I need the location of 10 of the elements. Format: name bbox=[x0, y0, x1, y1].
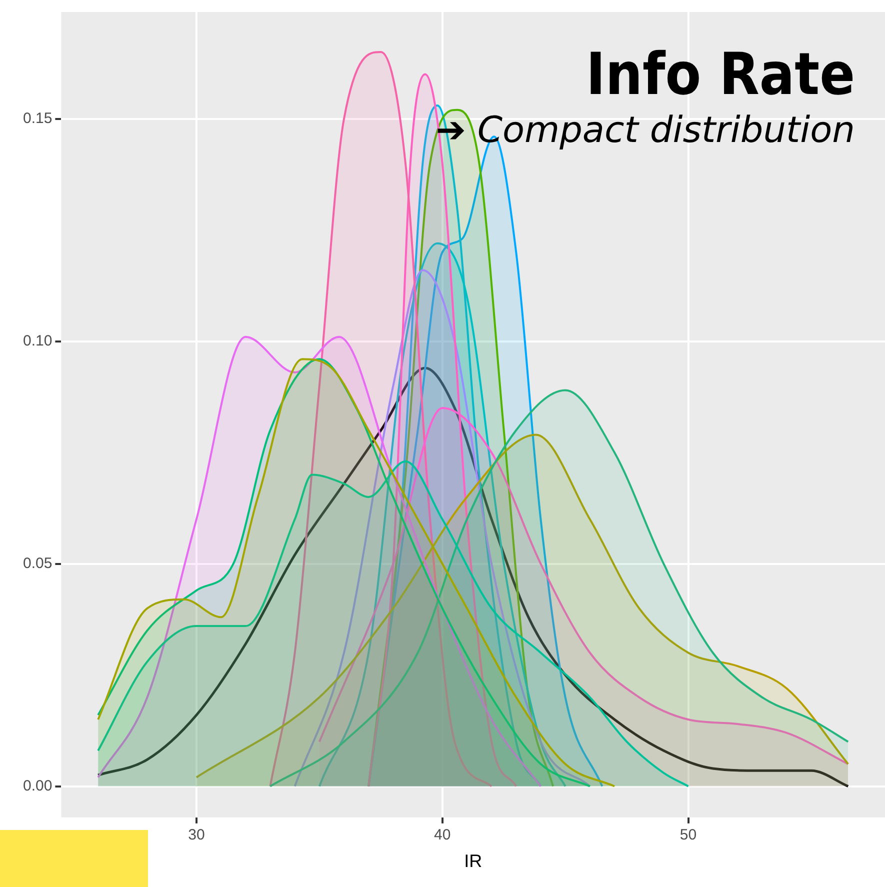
y-tick-label: 0.05 bbox=[22, 554, 52, 572]
y-tick-label: 0.10 bbox=[22, 332, 52, 350]
line-series bbox=[96, 366, 850, 788]
x-tick-label: 50 bbox=[680, 826, 697, 844]
y-tick-label: 0.15 bbox=[22, 110, 52, 127]
x-tick-label: 30 bbox=[188, 826, 205, 844]
y-tick-label: 0.00 bbox=[22, 777, 52, 794]
text: Info Rate bbox=[586, 40, 855, 108]
x-tick-label: 40 bbox=[434, 826, 451, 844]
x-axis-title: IR bbox=[464, 851, 482, 872]
